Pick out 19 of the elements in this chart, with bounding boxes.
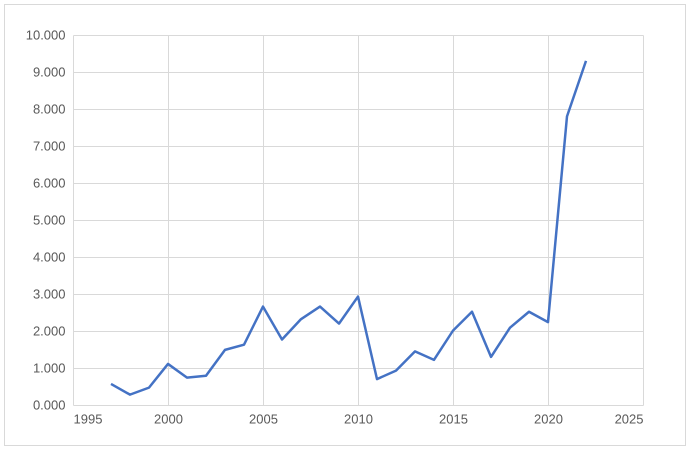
y-tick-label: 0.000 <box>32 398 66 412</box>
y-tick-label: 3.000 <box>32 286 66 302</box>
x-tick-label: 2005 <box>249 412 278 426</box>
x-tick-label: 2025 <box>614 412 644 426</box>
x-tick-label: 1995 <box>74 412 102 426</box>
y-tick-label: 2.000 <box>32 324 66 338</box>
x-tick-label: 2000 <box>154 412 183 426</box>
y-tick-label: 4.000 <box>32 250 66 264</box>
y-tick-label: 5.000 <box>32 212 66 228</box>
line-series <box>110 60 588 396</box>
y-tick-label: 1.000 <box>32 360 66 376</box>
y-tick-label: 6.000 <box>32 176 66 190</box>
y-tick-label: 9.000 <box>32 64 66 80</box>
y-tick-label: 8.000 <box>32 102 66 116</box>
x-tick-label: 2015 <box>439 412 468 426</box>
x-tick-label: 2020 <box>534 412 563 426</box>
x-tick-label: 2010 <box>344 412 373 426</box>
y-tick-label: 10.000 <box>26 28 66 42</box>
y-tick-label: 7.000 <box>32 138 66 154</box>
